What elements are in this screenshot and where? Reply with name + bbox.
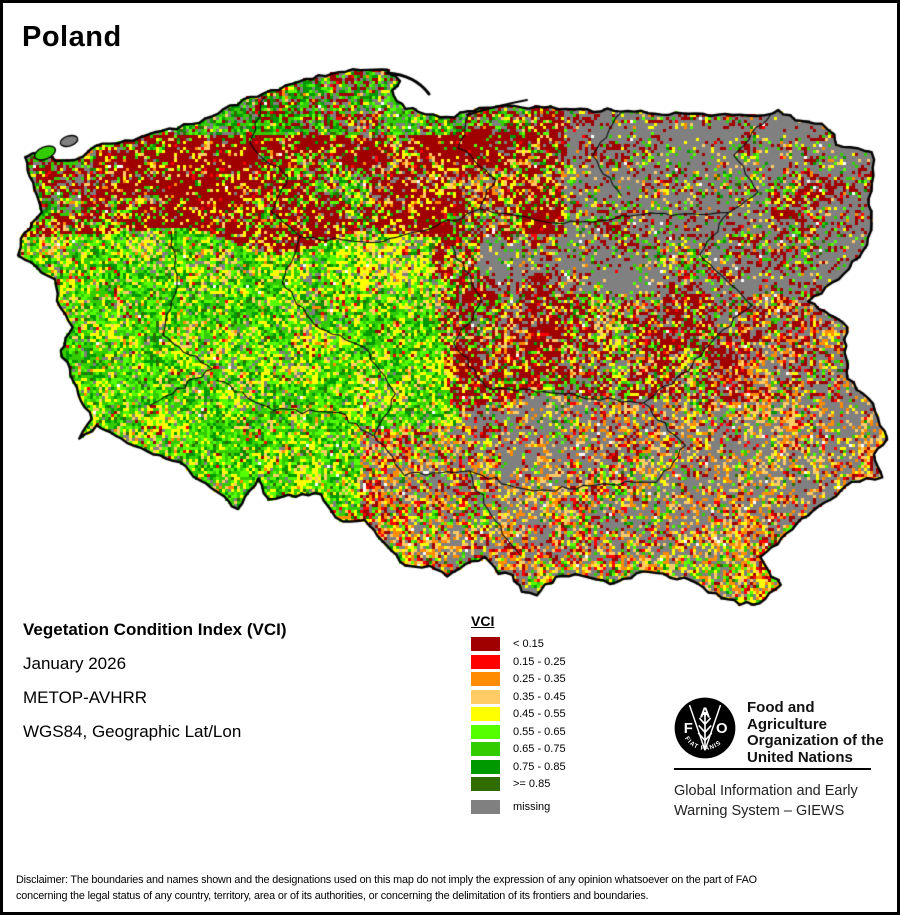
legend-label: 0.45 - 0.55 [513,708,566,720]
legend-label: 0.65 - 0.75 [513,743,566,755]
disclaimer: Disclaimer: The boundaries and names sho… [16,873,757,904]
page-title: Poland [22,21,122,53]
legend-swatch [471,777,500,791]
legend-row: 0.35 - 0.45 [471,689,566,704]
fao-separator-line [674,768,871,770]
disclaimer-line: concerning the legal status of any count… [16,889,649,902]
legend-row: < 0.15 [471,637,566,651]
legend-swatch [471,672,500,686]
poland-vci-raster-map [3,3,897,912]
legend-row: 0.45 - 0.55 [471,707,566,721]
legend-row: 0.65 - 0.75 [471,742,566,756]
legend: VCI < 0.15 0.15 - 0.25 0.25 - 0.35 0.35 … [471,613,566,818]
legend-swatch [471,689,500,704]
legend-label: 0.75 - 0.85 [513,760,566,773]
svg-text:F: F [684,721,693,737]
legend-swatch [471,724,500,739]
fao-logo-icon: A F O FIAT PANIS [674,697,736,759]
legend-label: 0.55 - 0.65 [513,725,566,738]
legend-label: >= 0.85 [513,778,551,790]
legend-row-missing: missing [471,800,566,814]
giews-line: Global Information and Early [674,783,858,799]
legend-swatch [471,654,500,669]
legend-row: 0.75 - 0.85 [471,759,566,774]
legend-swatch [471,637,500,651]
map-projection: WGS84, Geographic Lat/Lon [23,722,242,741]
legend-label: < 0.15 [513,638,544,650]
fao-org-name: Food and Agriculture Organization of the… [747,699,884,766]
map-date: January 2026 [23,654,127,673]
giews-label: Global Information and Early Warning Sys… [674,782,858,821]
legend-row: 0.15 - 0.25 [471,654,566,669]
legend-label: 0.15 - 0.25 [513,655,566,668]
legend-row: 0.55 - 0.65 [471,724,566,739]
fao-org-line: United Nations [747,748,853,766]
giews-line: Warning System – GIEWS [674,802,845,819]
fao-giews-block: A F O FIAT PANIS Food and Agriculture Or… [674,695,884,835]
map-info-block: Vegetation Condition Index (VCI) January… [23,620,287,756]
legend-label: 0.25 - 0.35 [513,673,566,685]
fao-org-line: Food and Agriculture [747,699,828,733]
legend-label: 0.35 - 0.45 [513,690,566,703]
svg-text:O: O [716,721,728,737]
map-subtitle: Vegetation Condition Index (VCI) [23,620,287,639]
disclaimer-line: Disclaimer: The boundaries and names sho… [16,874,757,886]
legend-swatch [471,707,500,721]
fao-org-line: Organization of the [747,732,884,749]
legend-swatch [471,742,500,756]
legend-title: VCI [471,613,495,629]
svg-text:A: A [700,705,711,721]
legend-label-missing: missing [513,801,551,813]
legend-row: >= 0.85 [471,777,566,791]
legend-row: 0.25 - 0.35 [471,672,566,686]
map-sensor: METOP-AVHRR [23,688,148,707]
legend-swatch [471,759,500,774]
legend-swatch-missing [471,800,500,814]
